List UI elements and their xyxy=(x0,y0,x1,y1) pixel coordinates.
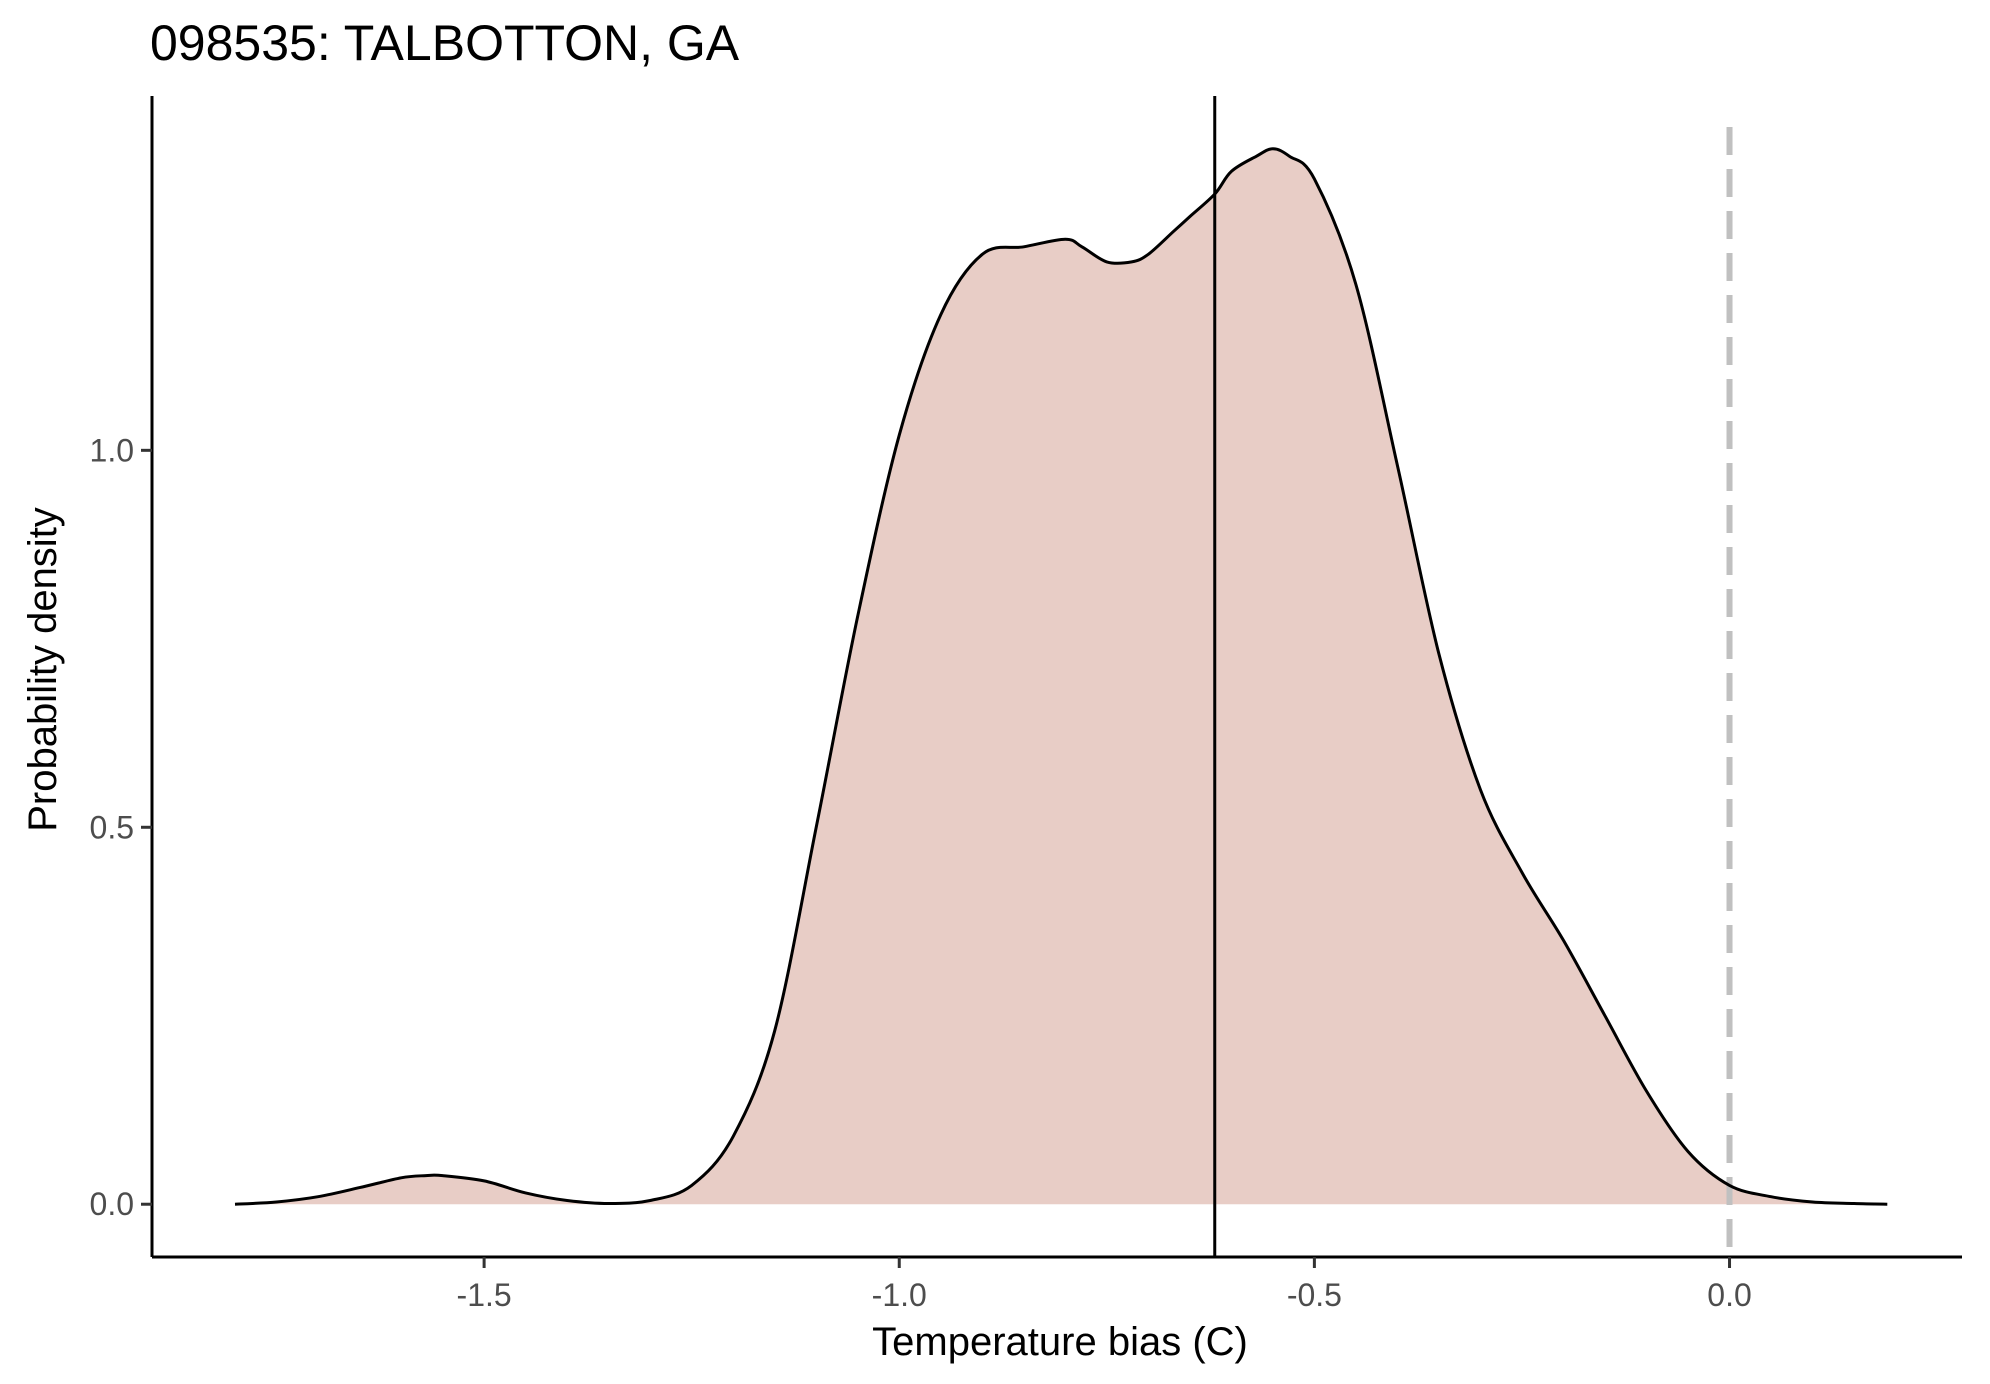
y-tick-label: 0.5 xyxy=(90,809,134,845)
x-axis-title: Temperature bias (C) xyxy=(872,1320,1248,1364)
x-tick-label: -0.5 xyxy=(1287,1277,1342,1313)
density-area xyxy=(235,148,1888,1205)
y-axis-ticks: 0.0 0.5 1.0 xyxy=(90,432,152,1222)
y-axis-title: Probability density xyxy=(21,507,65,832)
y-tick-label: 1.0 xyxy=(90,432,134,468)
y-tick-label: 0.0 xyxy=(90,1186,134,1222)
x-tick-label: -1.5 xyxy=(457,1277,512,1313)
x-tick-label: 0.0 xyxy=(1707,1277,1751,1313)
x-axis-ticks: -1.5 -1.0 -0.5 0.0 xyxy=(457,1257,1752,1313)
density-curve xyxy=(234,147,1888,1206)
x-tick-label: -1.0 xyxy=(872,1277,927,1313)
chart-title: 098535: TALBOTTON, GA xyxy=(150,15,740,71)
